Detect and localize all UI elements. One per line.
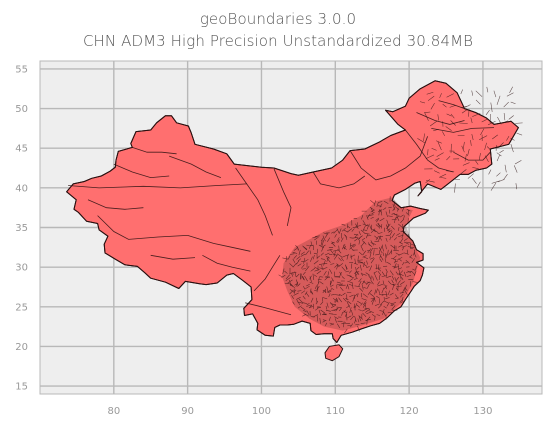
y-tick-label: 15	[15, 382, 28, 393]
y-tick-label: 50	[15, 104, 28, 115]
admin-boundary-line	[453, 151, 491, 161]
admin-boundary-line	[169, 155, 222, 178]
y-tick-label: 45	[15, 144, 28, 155]
admin-boundary-line	[438, 100, 465, 109]
x-tick-label: 100	[252, 406, 271, 417]
admin-boundary-line	[273, 168, 292, 226]
hainan-island	[324, 344, 344, 362]
china-adm3-boundaries	[66, 80, 523, 362]
admin-boundary-line	[245, 302, 292, 316]
admin-boundary-line	[202, 254, 251, 272]
y-tick-label: 25	[15, 302, 28, 313]
y-tick-label: 30	[15, 263, 28, 274]
admin-boundary-line	[132, 147, 177, 155]
y-tick-label: 55	[15, 64, 28, 75]
admin-boundary-line	[349, 136, 428, 181]
admin-boundary-line	[87, 199, 144, 210]
x-tick-label: 90	[181, 406, 194, 417]
dense-admin-mesh	[278, 86, 523, 334]
map-title: geoBoundaries 3.0.0	[199, 10, 357, 28]
x-axis-ticks: 80 90 100 110 120 130	[107, 406, 492, 417]
x-tick-label: 80	[107, 406, 120, 417]
admin-mesh-lines	[278, 86, 523, 334]
china-outline	[66, 80, 519, 343]
x-tick-label: 110	[326, 406, 345, 417]
y-axis-ticks: 15 20 25 30 35 40 45 50 55	[15, 64, 28, 392]
admin-boundary-line	[235, 167, 273, 236]
y-tick-label: 20	[15, 342, 28, 353]
x-tick-label: 120	[400, 406, 419, 417]
admin-boundary-line	[187, 235, 251, 252]
admin-boundary-line	[150, 254, 196, 260]
dense-admin-region	[282, 197, 421, 331]
admin-boundary-line	[312, 171, 366, 189]
admin-boundary-line	[68, 183, 247, 189]
admin-boundary-line	[416, 112, 465, 125]
admin-boundary-line	[97, 215, 188, 240]
map-subtitle: CHN ADM3 High Precision Unstandardized 3…	[82, 32, 474, 50]
admin-boundary-line	[113, 163, 170, 179]
x-tick-label: 130	[473, 406, 492, 417]
admin-boundary-line	[405, 129, 454, 173]
y-tick-label: 35	[15, 223, 28, 234]
admin-boundary-line	[253, 255, 281, 292]
y-tick-label: 40	[15, 183, 28, 194]
admin-boundary-line	[431, 127, 495, 133]
